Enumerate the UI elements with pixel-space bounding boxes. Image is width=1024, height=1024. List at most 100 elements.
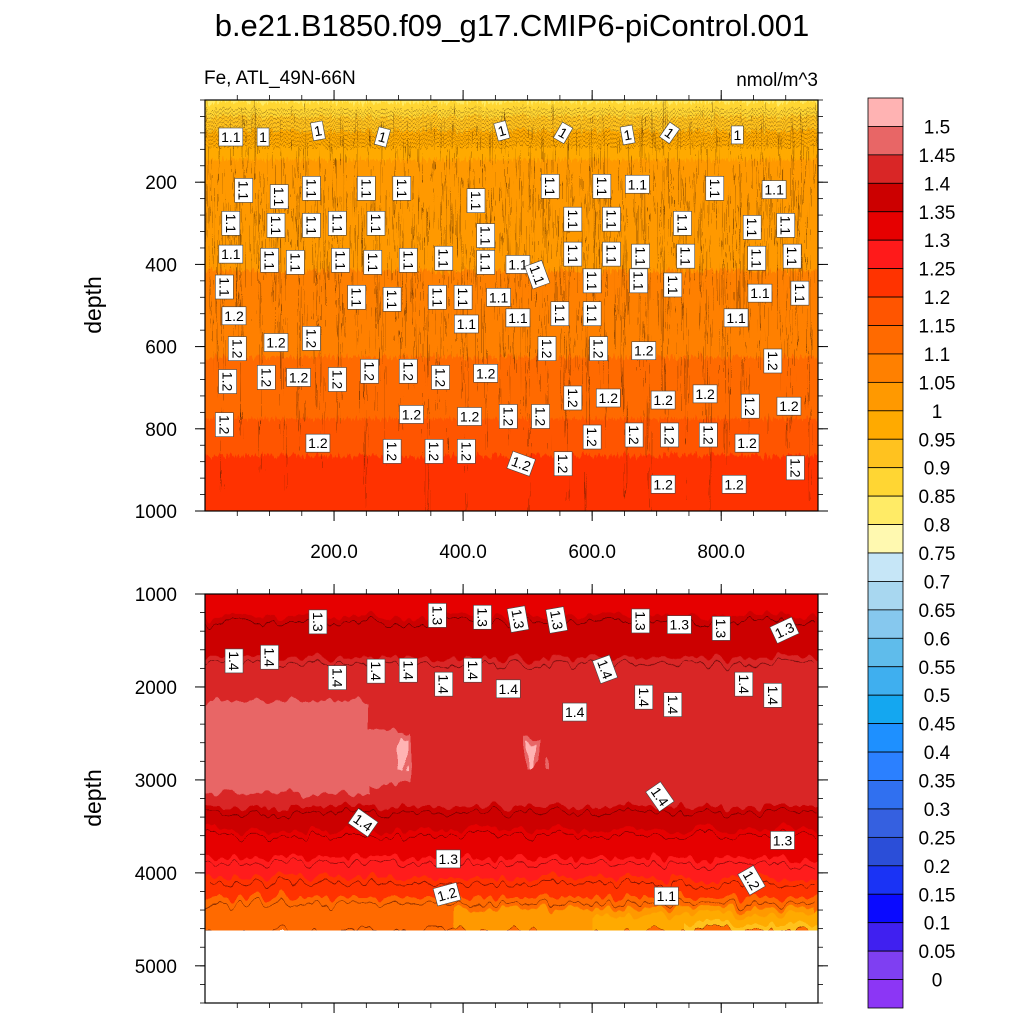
contour-label: 1.1: [563, 241, 583, 267]
contour-label: 1.1: [602, 241, 621, 267]
contour-label: 1.2: [650, 390, 676, 410]
contour-label: 1.1: [540, 174, 560, 199]
contour-label: 1.2: [631, 341, 657, 361]
contour-label: 1.1: [357, 176, 376, 201]
colorbar-label: 0: [932, 971, 943, 992]
contour-label-text: 1.3: [310, 612, 326, 632]
contour-label-text: 1.2: [216, 415, 232, 435]
contour-label-text: 1.1: [674, 214, 690, 234]
colorbar-box: [867, 865, 904, 895]
contour-label: 1.1: [602, 206, 621, 232]
contour-label: 1.4: [592, 654, 619, 685]
y-tick-label: 400: [145, 255, 177, 276]
contour-label-text: 1.2: [258, 368, 274, 388]
contour-label: 1.1: [218, 244, 244, 264]
colorbar-label: 0.2: [924, 857, 950, 878]
contour-label: 1.1: [454, 314, 479, 334]
colorbar-box: [867, 836, 904, 867]
contour-label: 1.1: [524, 259, 551, 290]
colorbar-box: [867, 268, 904, 298]
contour-label: 1.1: [592, 174, 612, 199]
contour-label: 1.1: [705, 176, 725, 201]
contour-label: 1: [373, 126, 391, 148]
contour-label: 1.1: [221, 211, 241, 236]
contour-label-text: 1.1: [489, 289, 509, 305]
contour-label: 1.1: [347, 284, 366, 310]
contour-label: 1.1: [398, 247, 418, 273]
contour-label: 1.2: [327, 367, 347, 392]
colorbar-label: 0.05: [919, 942, 956, 963]
contour-label: 1.1: [215, 274, 234, 300]
contour-label: 1.2: [734, 433, 760, 453]
contour-label: 1.2: [399, 405, 424, 424]
colorbar-label: 0.85: [919, 487, 956, 508]
lower-high-value-patch: [205, 700, 543, 794]
colorbar-label: 0.1: [924, 914, 950, 935]
contour-label-text: 1.3: [772, 619, 797, 642]
contour-label: 1.2: [256, 365, 276, 390]
contour-label-text: 1.2: [742, 396, 758, 416]
contour-label: 1.1: [218, 127, 244, 147]
contour-label-text: 1.1: [429, 288, 445, 308]
colorbar-box: [867, 979, 904, 1009]
contour-label-text: 1.1: [455, 288, 471, 308]
contour-label-text: 1.2: [289, 369, 309, 385]
contour-label-text: 1.4: [736, 674, 752, 694]
contour-label-text: 1.4: [368, 661, 384, 681]
contour-label: 1.1: [476, 250, 495, 275]
contour-label: 1: [619, 124, 636, 146]
contour-label-text: 1.1: [542, 177, 558, 197]
contour-label: 1.4: [562, 702, 588, 722]
contour-label-text: 1.1: [287, 253, 303, 273]
contour-label-text: 1.2: [266, 334, 286, 350]
contour-label-text: 1.1: [726, 310, 746, 326]
contour-label-text: 1.4: [765, 686, 781, 706]
contour-label-text: 1.2: [384, 442, 400, 462]
colorbar-box: [867, 438, 904, 469]
colorbar-label: 0.55: [919, 658, 956, 679]
colorbar-box: [867, 325, 904, 355]
contour-label-text: 1.2: [787, 458, 803, 478]
upper-y-axis-label: depth: [80, 276, 106, 334]
contour-label-text: 1: [733, 127, 741, 143]
y-tick-label: 3000: [135, 771, 177, 792]
contour-label: 1.1: [776, 213, 796, 238]
contour-label-text: 1.4: [565, 704, 585, 720]
contour-label: 1.2: [553, 451, 573, 477]
colorbar-label: 0.35: [919, 772, 956, 793]
colorbar-box: [867, 126, 904, 156]
colorbar-label: 0.3: [924, 800, 950, 821]
contour-label-text: 1.2: [402, 406, 422, 422]
contour-label-text: 1.2: [634, 343, 654, 359]
contour-label: 1.4: [260, 644, 279, 670]
contour-label: 1.1: [563, 206, 583, 232]
contour-label-text: 1.4: [329, 668, 345, 688]
y-tick-label: 2000: [135, 678, 177, 699]
contour-label: 1.1: [505, 308, 531, 328]
contour-label-text: 1.1: [678, 246, 694, 266]
contour-label-text: 1.2: [533, 407, 549, 427]
contour-label: 1.2: [660, 422, 679, 448]
contour-label: 1.2: [498, 404, 518, 429]
colorbar-label: 1.1: [924, 345, 950, 366]
contour-label-text: 1.3: [474, 608, 490, 628]
contour-label-text: 1.1: [271, 187, 287, 207]
contour-label-text: 1.2: [737, 435, 757, 451]
contour-label-text: 1.4: [436, 674, 452, 694]
colorbar-box: [867, 296, 904, 326]
contour-label-text: 1.1: [584, 304, 600, 324]
contour-label-text: 1.2: [653, 476, 673, 492]
y-tick-label: 5000: [135, 957, 177, 978]
colorbar-box: [867, 637, 904, 668]
contour-label-text: 1.2: [436, 884, 459, 905]
contour-label-text: 1.4: [636, 687, 652, 707]
colorbar-label: 1.05: [919, 373, 956, 394]
contour-label-text: 1.2: [565, 388, 581, 408]
contour-label: 1.1: [673, 211, 692, 236]
contour-label-text: 1.3: [508, 608, 527, 630]
contour-label: 1.1: [582, 268, 602, 294]
colorbar-label: 1: [932, 402, 943, 423]
contour-label-text: 1: [377, 128, 389, 146]
colorbar-box: [867, 381, 904, 412]
